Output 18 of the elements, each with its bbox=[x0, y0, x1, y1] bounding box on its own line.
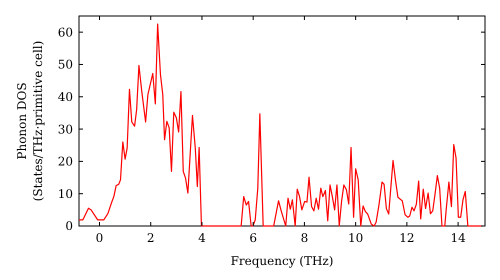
y-tick-label: 0 bbox=[65, 219, 73, 234]
x-tick-label: 10 bbox=[348, 231, 364, 245]
y-tick-label: 60 bbox=[58, 25, 73, 40]
y-axis-title: Phonon DOS (States/THz·primitive cell) bbox=[15, 40, 45, 202]
y-tick-label: 40 bbox=[58, 90, 73, 104]
y-tick-label: 50 bbox=[58, 58, 73, 72]
y-tick-label: 30 bbox=[58, 122, 73, 136]
x-tick-label: 2 bbox=[146, 231, 155, 245]
x-tick-label: 14 bbox=[450, 231, 466, 245]
x-tick-label: 0 bbox=[96, 231, 104, 245]
y-tick-label: 10 bbox=[58, 186, 73, 201]
x-tick-label: 4 bbox=[198, 231, 206, 245]
x-tick-label: 6 bbox=[249, 231, 258, 245]
x-tick-label: 12 bbox=[399, 231, 415, 245]
line-series bbox=[79, 23, 484, 227]
x-axis-title: Frequency (THz) bbox=[230, 254, 334, 268]
y-tick-label: 20 bbox=[58, 154, 73, 169]
x-tick-label: 8 bbox=[300, 231, 308, 245]
